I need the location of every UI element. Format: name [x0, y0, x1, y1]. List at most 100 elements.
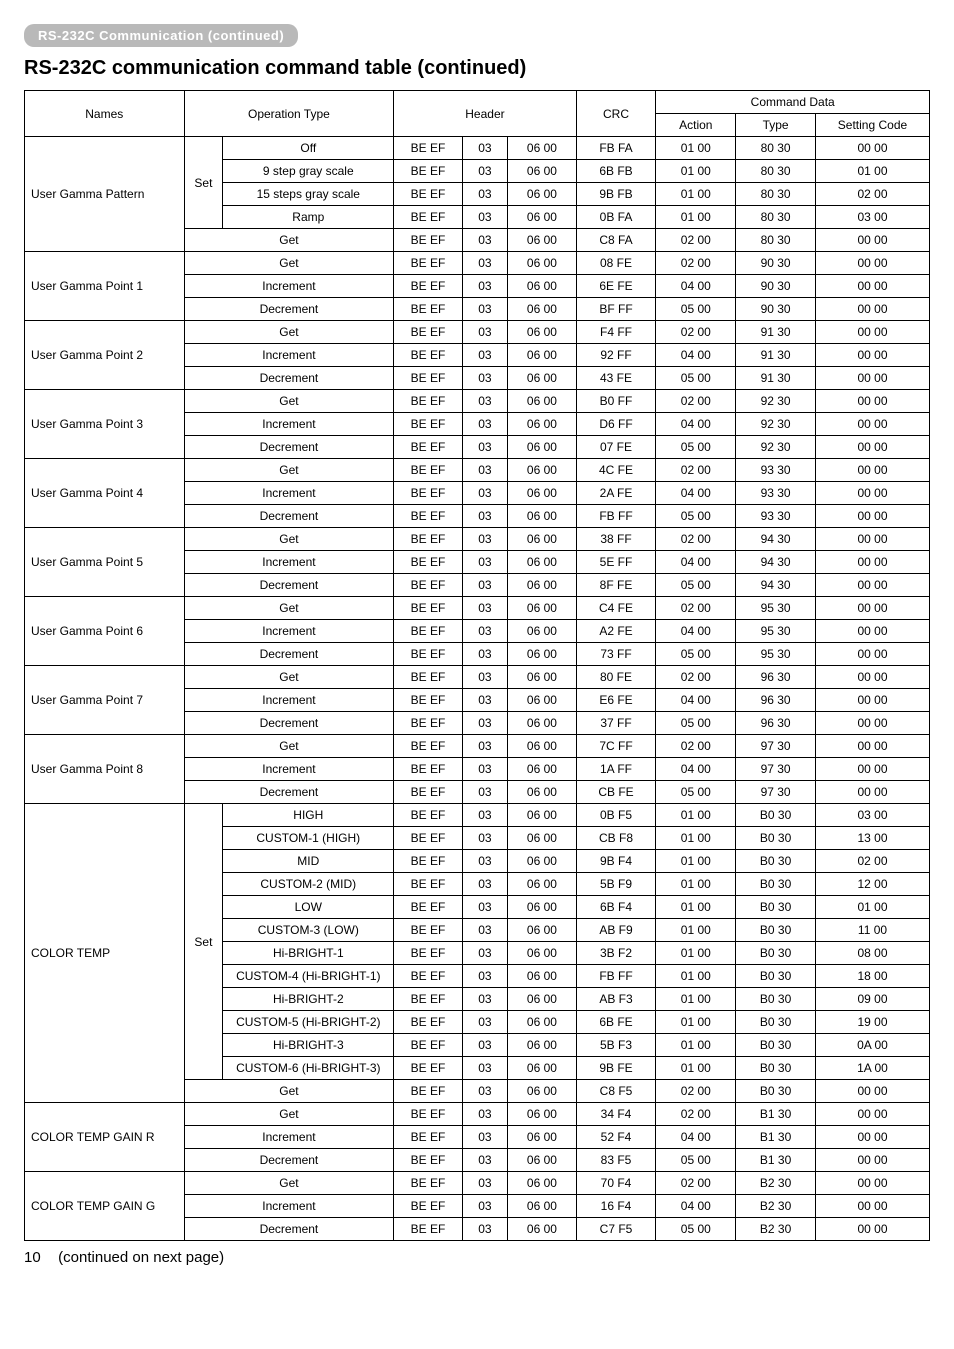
- table-cell: 06 00: [508, 574, 576, 597]
- table-cell: BE EF: [394, 965, 462, 988]
- table-cell: CUSTOM-5 (Hi-BRIGHT-2): [223, 1011, 394, 1034]
- col-header: Header: [394, 91, 576, 137]
- table-cell: Decrement: [184, 436, 394, 459]
- table-cell: Off: [223, 137, 394, 160]
- table-cell: 06 00: [508, 298, 576, 321]
- table-cell: 03: [462, 988, 508, 1011]
- table-cell: 18 00: [815, 965, 929, 988]
- table-cell: 03: [462, 758, 508, 781]
- table-cell: BE EF: [394, 1080, 462, 1103]
- col-crc: CRC: [576, 91, 656, 137]
- table-cell: 03: [462, 597, 508, 620]
- group-name-cell: COLOR TEMP GAIN G: [25, 1172, 185, 1241]
- table-cell: C8 FA: [576, 229, 656, 252]
- col-command-data: Command Data: [656, 91, 930, 114]
- table-cell: 02 00: [656, 666, 736, 689]
- table-cell: 06 00: [508, 712, 576, 735]
- table-row: User Gamma PatternSetOffBE EF0306 00FB F…: [25, 137, 930, 160]
- table-cell: BE EF: [394, 206, 462, 229]
- table-cell: 96 30: [736, 712, 816, 735]
- table-cell: 06 00: [508, 873, 576, 896]
- table-cell: Decrement: [184, 712, 394, 735]
- table-cell: 0A 00: [815, 1034, 929, 1057]
- table-cell: 06 00: [508, 620, 576, 643]
- table-row: User Gamma Point 5GetBE EF0306 0038 FF02…: [25, 528, 930, 551]
- table-cell: Get: [184, 1103, 394, 1126]
- table-cell: 01 00: [656, 804, 736, 827]
- table-cell: 06 00: [508, 344, 576, 367]
- table-header: Names Operation Type Header CRC Command …: [25, 91, 930, 137]
- table-cell: Ramp: [223, 206, 394, 229]
- table-cell: 92 30: [736, 390, 816, 413]
- table-cell: 00 00: [815, 298, 929, 321]
- table-cell: 04 00: [656, 689, 736, 712]
- table-row: COLOR TEMP GAIN RGetBE EF0306 0034 F402 …: [25, 1103, 930, 1126]
- table-cell: 03: [462, 482, 508, 505]
- table-cell: CUSTOM-1 (HIGH): [223, 827, 394, 850]
- table-cell: 03: [462, 850, 508, 873]
- table-cell: 05 00: [656, 781, 736, 804]
- table-cell: 00 00: [815, 459, 929, 482]
- table-cell: 6B FB: [576, 160, 656, 183]
- table-cell: BE EF: [394, 160, 462, 183]
- table-cell: 70 F4: [576, 1172, 656, 1195]
- table-cell: 00 00: [815, 1103, 929, 1126]
- table-cell: BE EF: [394, 229, 462, 252]
- table-cell: 00 00: [815, 1172, 929, 1195]
- table-cell: 06 00: [508, 528, 576, 551]
- table-cell: 06 00: [508, 896, 576, 919]
- table-cell: 00 00: [815, 137, 929, 160]
- table-cell: B2 30: [736, 1172, 816, 1195]
- table-cell: BE EF: [394, 459, 462, 482]
- table-cell: HIGH: [223, 804, 394, 827]
- table-cell: 93 30: [736, 459, 816, 482]
- table-cell: 01 00: [656, 137, 736, 160]
- table-cell: 3B F2: [576, 942, 656, 965]
- table-cell: BE EF: [394, 1103, 462, 1126]
- table-cell: Get: [184, 666, 394, 689]
- table-cell: 01 00: [656, 942, 736, 965]
- table-cell: BE EF: [394, 1195, 462, 1218]
- table-cell: 05 00: [656, 1218, 736, 1241]
- table-cell: 06 00: [508, 160, 576, 183]
- table-cell: 00 00: [815, 574, 929, 597]
- table-cell: 03: [462, 643, 508, 666]
- table-cell: 00 00: [815, 367, 929, 390]
- table-cell: B1 30: [736, 1126, 816, 1149]
- table-cell: 06 00: [508, 689, 576, 712]
- table-cell: 00 00: [815, 1080, 929, 1103]
- table-cell: Get: [184, 597, 394, 620]
- table-cell: 06 00: [508, 1195, 576, 1218]
- table-cell: 08 FE: [576, 252, 656, 275]
- table-cell: 03: [462, 1149, 508, 1172]
- table-cell: B1 30: [736, 1149, 816, 1172]
- table-cell: Get: [184, 252, 394, 275]
- table-cell: 00 00: [815, 597, 929, 620]
- table-cell: 03: [462, 942, 508, 965]
- table-cell: BE EF: [394, 275, 462, 298]
- table-cell: BE EF: [394, 896, 462, 919]
- table-cell: Decrement: [184, 643, 394, 666]
- table-cell: 97 30: [736, 781, 816, 804]
- table-cell: Decrement: [184, 781, 394, 804]
- table-cell: 9B FE: [576, 1057, 656, 1080]
- table-cell: 04 00: [656, 413, 736, 436]
- group-name-cell: User Gamma Point 8: [25, 735, 185, 804]
- table-cell: 01 00: [656, 206, 736, 229]
- table-cell: 05 00: [656, 367, 736, 390]
- group-name-cell: User Gamma Point 5: [25, 528, 185, 597]
- table-cell: BE EF: [394, 321, 462, 344]
- table-cell: 00 00: [815, 528, 929, 551]
- table-cell: 37 FF: [576, 712, 656, 735]
- table-cell: 03: [462, 229, 508, 252]
- table-cell: 00 00: [815, 413, 929, 436]
- table-cell: 91 30: [736, 367, 816, 390]
- col-names: Names: [25, 91, 185, 137]
- table-cell: 06 00: [508, 183, 576, 206]
- table-cell: 04 00: [656, 275, 736, 298]
- table-cell: BE EF: [394, 528, 462, 551]
- table-cell: 03: [462, 965, 508, 988]
- table-cell: AB F3: [576, 988, 656, 1011]
- table-cell: 03: [462, 528, 508, 551]
- table-cell: 97 30: [736, 735, 816, 758]
